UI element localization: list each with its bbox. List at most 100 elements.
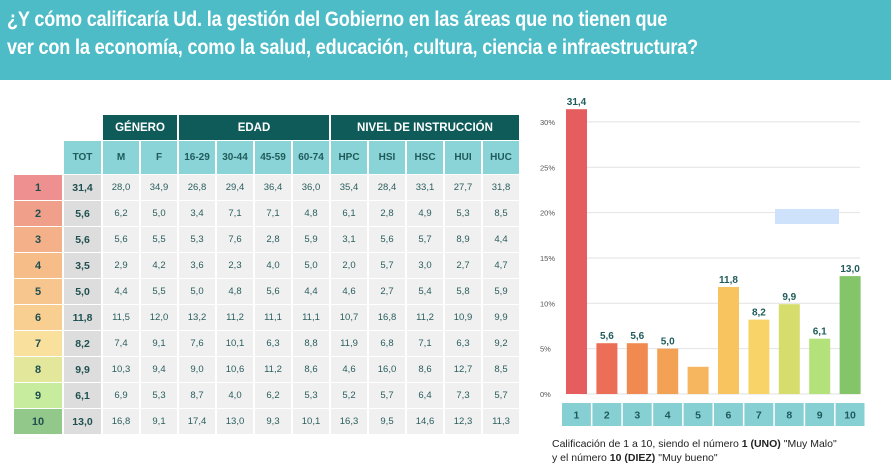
row-label: 5 [14,279,62,304]
value-cell: 7,1 [217,201,253,226]
value-cell: 34,9 [141,175,177,200]
y-tick-label: 0% [540,390,551,399]
value-cell: 8,5 [483,357,519,382]
data-label: 6,1 [813,327,827,338]
value-cell: 5,9 [293,227,329,252]
y-tick-label: 10% [540,299,555,308]
value-cell: 9,0 [179,357,215,382]
category-label: 7 [756,410,762,422]
category-label: 1 [574,410,580,422]
value-cell: 9,5 [369,409,405,434]
value-cell: 10,1 [293,409,329,434]
value-cell: 2,8 [255,227,291,252]
value-cell: 11,1 [255,305,291,330]
y-tick-label: 15% [540,254,555,263]
value-cell: 12,3 [445,409,481,434]
column-header: 45-59 [255,141,291,174]
bar [657,348,679,394]
total-cell: 9,9 [64,357,101,382]
blank-cell [14,115,101,140]
value-cell: 28,0 [103,175,139,200]
y-tick-label: 20% [540,209,555,218]
value-cell: 4,7 [483,253,519,278]
bar [596,343,618,394]
value-cell: 36,0 [293,175,329,200]
value-cell: 3,4 [179,201,215,226]
value-cell: 5,0 [293,253,329,278]
row-label: 10 [14,409,62,434]
results-table: GÉNERO EDAD NIVEL DE INSTRUCCIÓN TOT M F 16-29… [12,114,521,435]
column-header: HPC [331,141,367,174]
data-label: 13,0 [840,264,860,275]
caption-text: y el número [552,452,610,464]
value-cell: 16,8 [369,305,405,330]
value-cell: 3,0 [407,253,443,278]
data-label: 8,2 [752,308,766,319]
table-row: 5 5,0 4,4 5,5 5,0 4,8 5,6 4,4 4,6 2,7 5,4 5,8 5,9 [14,279,519,304]
highlight-box [775,209,839,224]
bar [566,109,587,394]
value-cell: 13,0 [217,409,253,434]
bar [718,286,739,394]
value-cell: 8,6 [407,357,443,382]
group-header: EDAD [179,115,329,140]
value-cell: 5,7 [483,383,519,408]
value-cell: 4,0 [255,253,291,278]
value-cell: 6,2 [255,383,291,408]
value-cell: 7,1 [407,331,443,356]
value-cell: 6,4 [407,383,443,408]
value-cell: 5,7 [369,383,405,408]
value-cell: 6,2 [103,201,139,226]
value-cell: 2,0 [331,253,367,278]
category-box [592,403,622,426]
data-label: 31,4 [567,97,587,108]
bar [687,366,709,394]
value-cell: 3,1 [331,227,367,252]
value-cell: 3,6 [179,253,215,278]
value-cell: 9,1 [141,331,177,356]
value-cell: 4,6 [331,357,367,382]
value-cell: 5,0 [141,201,177,226]
value-cell: 13,2 [179,305,215,330]
value-cell: 35,4 [331,175,367,200]
value-cell: 31,8 [483,175,519,200]
title-line-2: ver con la economía, como la salud, educ… [7,36,699,59]
value-cell: 17,4 [179,409,215,434]
category-box [835,403,865,426]
total-cell: 13,0 [64,409,101,434]
value-cell: 11,3 [483,409,519,434]
value-cell: 2,3 [217,253,253,278]
value-cell: 8,8 [293,331,329,356]
value-cell: 4,4 [103,279,139,304]
data-label: 5,0 [661,337,675,348]
value-cell: 5,5 [141,227,177,252]
caption-bold: 10 (DIEZ) [609,452,656,464]
value-cell: 10,9 [445,305,481,330]
value-cell: 16,3 [331,409,367,434]
value-cell: 11,1 [293,305,329,330]
value-cell: 4,0 [217,383,253,408]
y-tick-label: 30% [540,118,555,127]
value-cell: 10,7 [331,305,367,330]
caption-bold: 1 (UNO) [741,438,781,450]
total-cell: 5,6 [64,201,101,226]
group-header: NIVEL DE INSTRUCCIÓN [331,115,519,140]
category-label: 3 [634,410,640,422]
category-box [805,403,835,426]
category-label: 5 [695,410,701,422]
value-cell: 29,4 [217,175,253,200]
value-cell: 9,1 [141,409,177,434]
column-header: HSC [407,141,443,174]
table-row: 2 5,6 6,2 5,0 3,4 7,1 7,1 4,8 6,1 2,8 4,9 5,3 8,5 [14,201,519,226]
data-label: 5,6 [630,331,644,342]
category-box [683,403,713,426]
column-header: 60-74 [293,141,329,174]
bar [839,276,861,394]
value-cell: 4,9 [407,201,443,226]
value-cell: 10,1 [217,331,253,356]
table-row: 7 8,2 7,4 9,1 7,6 10,1 6,3 8,8 11,9 6,8 7,1 6,3 9,2 [14,331,519,356]
total-cell: 31,4 [64,175,101,200]
value-cell: 9,9 [483,305,519,330]
category-label: 6 [726,410,732,422]
category-box [714,403,743,426]
